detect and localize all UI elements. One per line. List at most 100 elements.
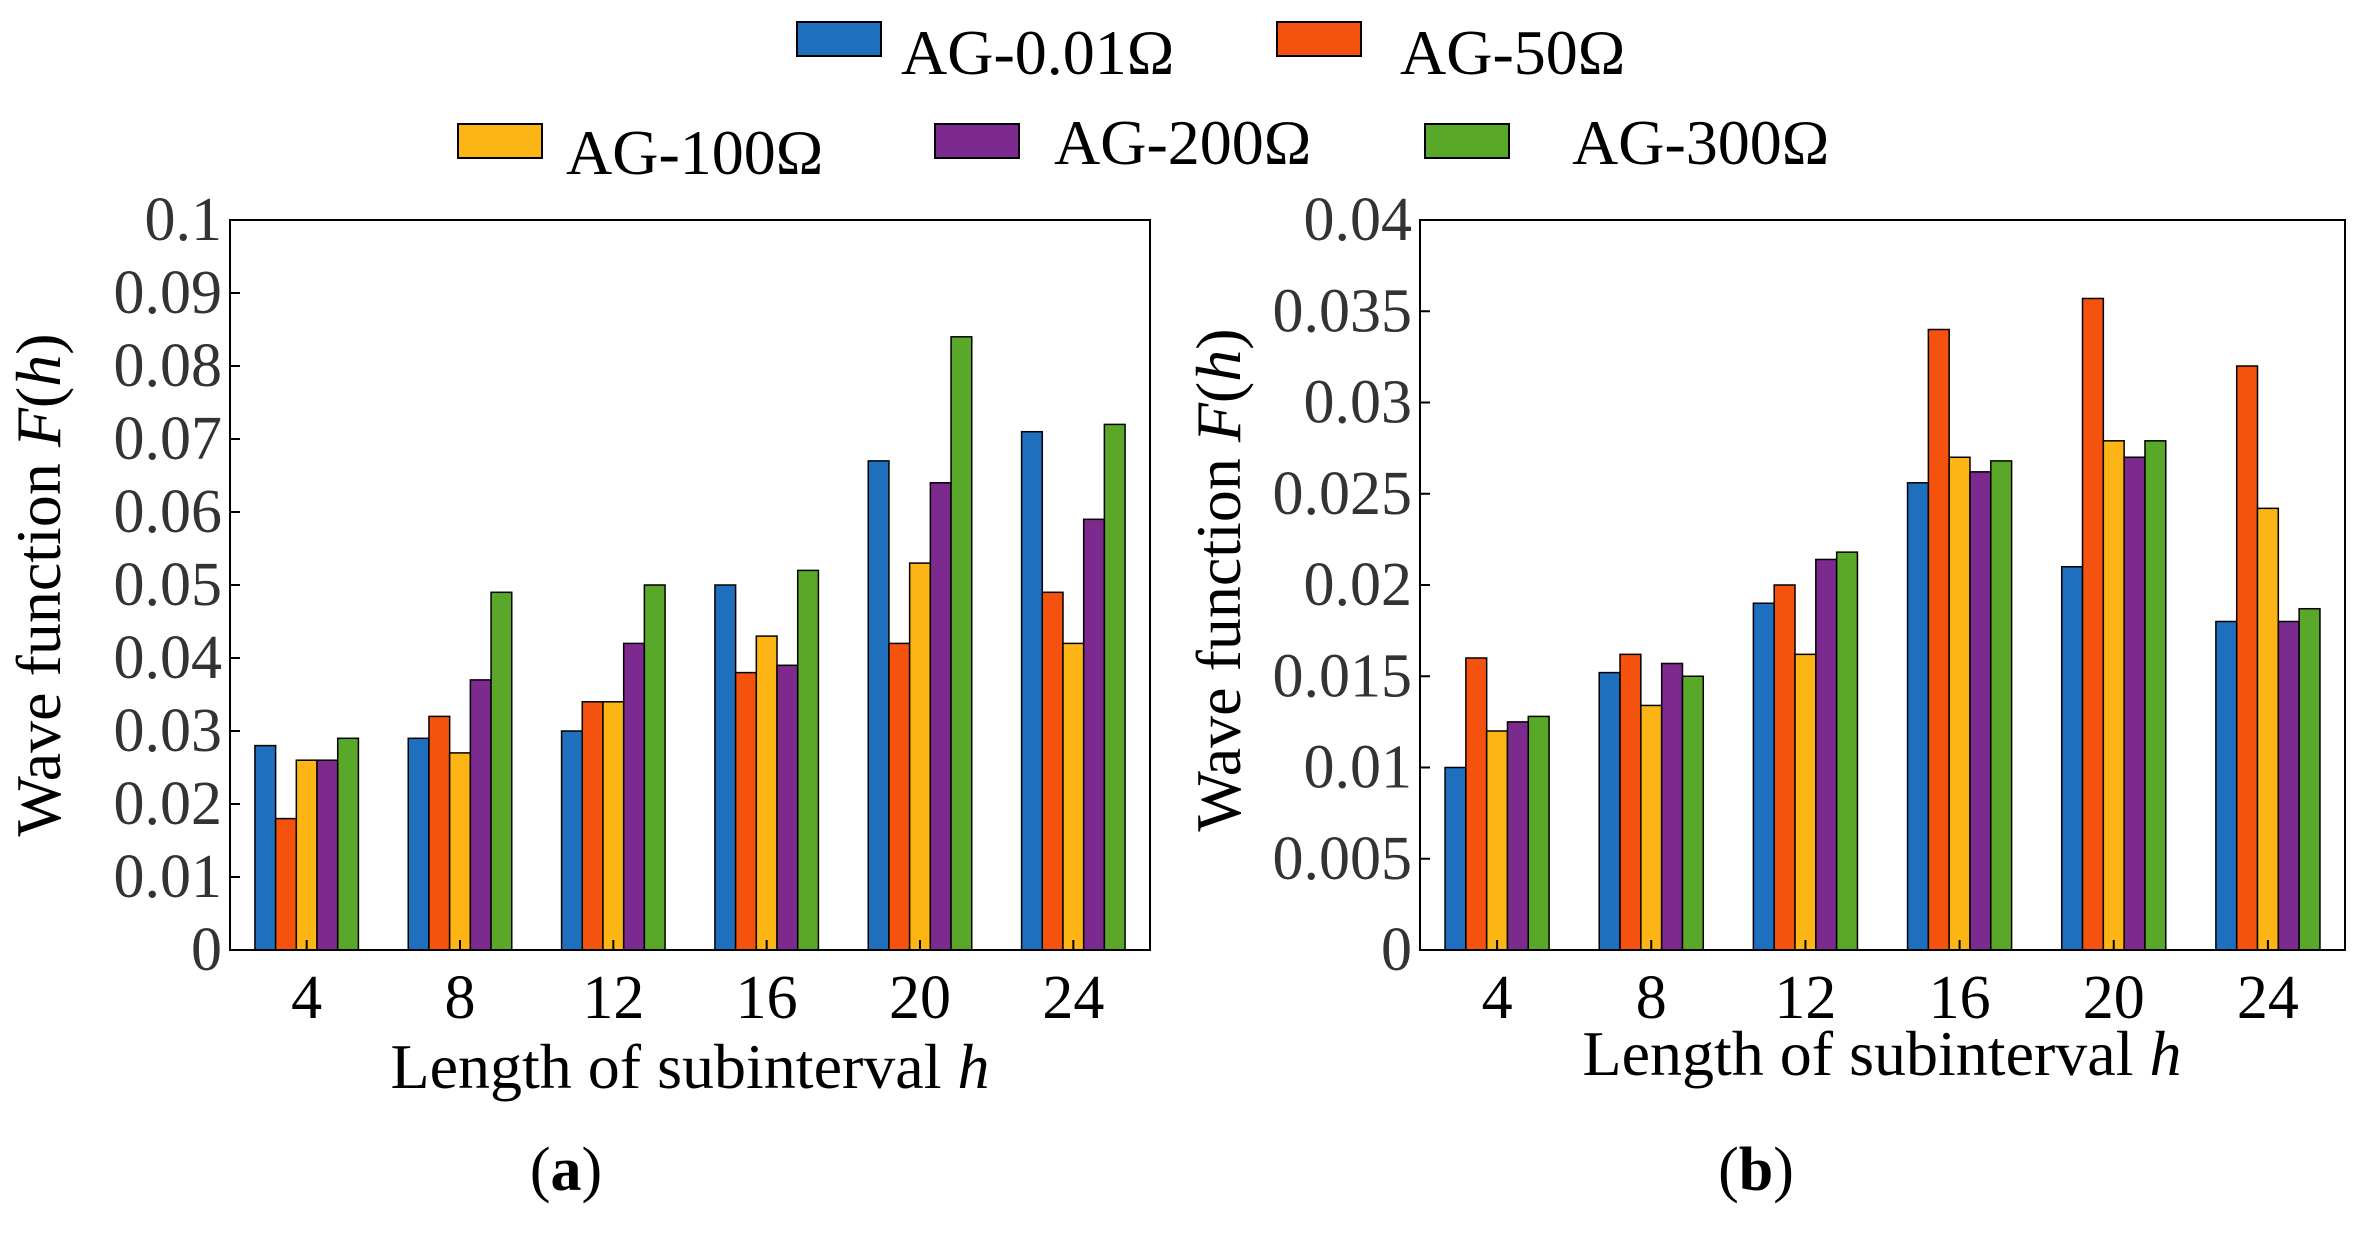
y-axis-title-b: Wave function F(h) xyxy=(1183,328,1254,831)
bar-a-ag-0-01-h12 xyxy=(560,730,584,951)
x-tick-label-a: 8 xyxy=(445,964,476,1032)
bar-a-ag-100-h16 xyxy=(755,635,778,951)
y-tick-label-a: 0.01 xyxy=(114,843,223,911)
bar-b-ag-0-01-h8 xyxy=(1598,671,1621,951)
bar-a-ag-50-h24 xyxy=(1041,591,1064,951)
panel-label-a: (a) xyxy=(530,1136,602,1204)
legend-label-ag-50: AG-50Ω xyxy=(1400,17,1625,88)
bar-a-ag-200-h4 xyxy=(316,759,339,951)
bar-a-ag-200-h24 xyxy=(1082,518,1106,951)
legend-label-ag-0-01: AG-0.01Ω xyxy=(901,17,1174,88)
y-tick-label-b: 0.005 xyxy=(1273,825,1413,893)
y-ticks-panel-b: 0 0.005 0.01 0.015 0.02 0.025 0.03 0.035 0.04 xyxy=(1273,186,1430,984)
x-tick-label-a: 16 xyxy=(736,964,798,1032)
y-tick-label-b: 0.02 xyxy=(1304,551,1413,619)
bar-b-ag-50-h12 xyxy=(1773,584,1796,951)
y-tick-label-a: 0.03 xyxy=(114,697,223,765)
bar-a-ag-50-h16 xyxy=(734,671,758,951)
bar-a-ag-200-h12 xyxy=(622,642,646,951)
x-tick-label-b: 8 xyxy=(1636,964,1667,1032)
bar-a-ag-50-h8 xyxy=(428,715,451,951)
bar-b-ag-0-01-h12 xyxy=(1752,602,1775,951)
y-tick-label-a: 0.02 xyxy=(114,770,223,838)
x-tick-label-a: 20 xyxy=(889,964,951,1032)
bar-a-ag-100-h24 xyxy=(1062,642,1085,951)
bar-b-ag-300-h20 xyxy=(2144,440,2167,951)
bar-b-ag-200-h24 xyxy=(2277,620,2300,951)
bar-b-ag-300-h24 xyxy=(2298,607,2321,951)
y-tick-label-a: 0.07 xyxy=(114,405,223,473)
legend-swatch-ag-100 xyxy=(457,123,543,159)
x-tick-label-a: 24 xyxy=(1042,964,1104,1032)
legend-swatch-ag-50 xyxy=(1276,21,1362,57)
bar-a-ag-100-h20 xyxy=(908,562,932,951)
plot-frame-b xyxy=(1419,219,2346,951)
bar-b-ag-50-h16 xyxy=(1927,328,1950,951)
y-tick-label-a: 0.05 xyxy=(114,551,223,619)
x-tick-label-b: 12 xyxy=(1774,964,1836,1032)
panel-label-b: (b) xyxy=(1718,1136,1794,1204)
bar-b-ag-50-h4 xyxy=(1465,657,1488,951)
bar-b-ag-100-h4 xyxy=(1485,730,1509,951)
bar-a-ag-300-h8 xyxy=(490,591,513,951)
bar-b-ag-300-h8 xyxy=(1681,675,1705,951)
bar-b-ag-200-h20 xyxy=(2123,456,2146,951)
y-ticks-panel-a: 00.010.020.030.040.050.060.070.080.090.1 xyxy=(114,186,240,984)
x-ticks-panel-a: 4 8 12 16 20 24 xyxy=(291,940,1104,1032)
bars-panel-b xyxy=(1444,297,2321,951)
x-ticks-panel-b: 4 8 12 16 20 24 xyxy=(1482,940,2299,1032)
y-tick-label-a: 0.1 xyxy=(145,186,223,254)
bar-b-ag-0-01-h24 xyxy=(2215,620,2238,951)
y-tick-label-a: 0.04 xyxy=(114,624,223,692)
bar-b-ag-0-01-h4 xyxy=(1444,766,1467,951)
y-tick-label-a: 0.06 xyxy=(114,478,223,546)
bar-b-ag-50-h20 xyxy=(2081,297,2105,951)
x-tick-label-a: 4 xyxy=(291,964,322,1032)
legend-label-ag-100: AG-100Ω xyxy=(566,117,823,188)
legend-label-ag-200: AG-200Ω xyxy=(1054,107,1311,178)
y-tick-label-a: 0.09 xyxy=(114,259,223,327)
y-tick-label-b: 0.04 xyxy=(1304,186,1413,254)
bar-a-ag-50-h4 xyxy=(274,817,298,951)
y-tick-label-b: 0.035 xyxy=(1273,277,1413,345)
y-tick-label-a: 0.08 xyxy=(114,332,223,400)
bar-b-ag-100-h8 xyxy=(1640,704,1663,951)
bar-b-ag-100-h16 xyxy=(1948,456,1971,951)
legend: AG-0.01Ω AG-50Ω AG-100Ω AG-200Ω AG-300Ω xyxy=(457,17,1829,188)
bar-b-ag-50-h24 xyxy=(2235,365,2259,951)
x-tick-label-b: 24 xyxy=(2237,964,2299,1032)
bar-a-ag-0-01-h16 xyxy=(714,584,737,951)
bars-panel-a xyxy=(254,336,1126,951)
bar-b-ag-100-h20 xyxy=(2102,440,2125,951)
bar-b-ag-100-h12 xyxy=(1794,653,1817,951)
x-axis-title-b: Length of subinterval h xyxy=(1583,1018,2182,1089)
bar-b-ag-300-h16 xyxy=(1990,460,2013,951)
y-tick-label-b: 0.03 xyxy=(1304,369,1413,437)
bar-a-ag-300-h12 xyxy=(643,584,666,951)
bar-b-ag-200-h4 xyxy=(1506,721,1530,951)
bar-a-ag-200-h16 xyxy=(776,664,799,951)
bar-a-ag-100-h8 xyxy=(448,752,472,951)
legend-swatch-ag-300 xyxy=(1424,123,1510,159)
bar-b-ag-200-h16 xyxy=(1969,471,1992,951)
bar-b-ag-50-h8 xyxy=(1619,653,1642,951)
bar-b-ag-0-01-h16 xyxy=(1906,482,1930,951)
bar-a-ag-300-h24 xyxy=(1103,423,1126,951)
bar-a-ag-200-h8 xyxy=(469,679,492,951)
bar-a-ag-300-h20 xyxy=(950,336,973,951)
bar-a-ag-0-01-h8 xyxy=(407,737,430,951)
bar-a-ag-100-h12 xyxy=(602,701,625,951)
bar-a-ag-100-h4 xyxy=(295,759,318,951)
legend-label-ag-300: AG-300Ω xyxy=(1572,107,1829,178)
bar-b-ag-100-h24 xyxy=(2256,507,2280,951)
chart-panel-a: 00.010.020.030.040.050.060.070.080.090.1… xyxy=(3,186,1151,1204)
y-tick-label-b: 0.015 xyxy=(1273,642,1413,710)
bar-b-ag-0-01-h20 xyxy=(2060,566,2084,951)
chart-panel-b: 0 0.005 0.01 0.015 0.02 0.025 0.03 0.035 0.04 4 8… xyxy=(1183,186,2346,1204)
y-tick-label-b: 0.01 xyxy=(1304,734,1413,802)
bar-a-ag-0-01-h20 xyxy=(867,460,890,951)
legend-swatch-ag-200 xyxy=(934,123,1020,159)
bar-b-ag-300-h4 xyxy=(1527,715,1550,951)
x-tick-label-b: 16 xyxy=(1929,964,1991,1032)
